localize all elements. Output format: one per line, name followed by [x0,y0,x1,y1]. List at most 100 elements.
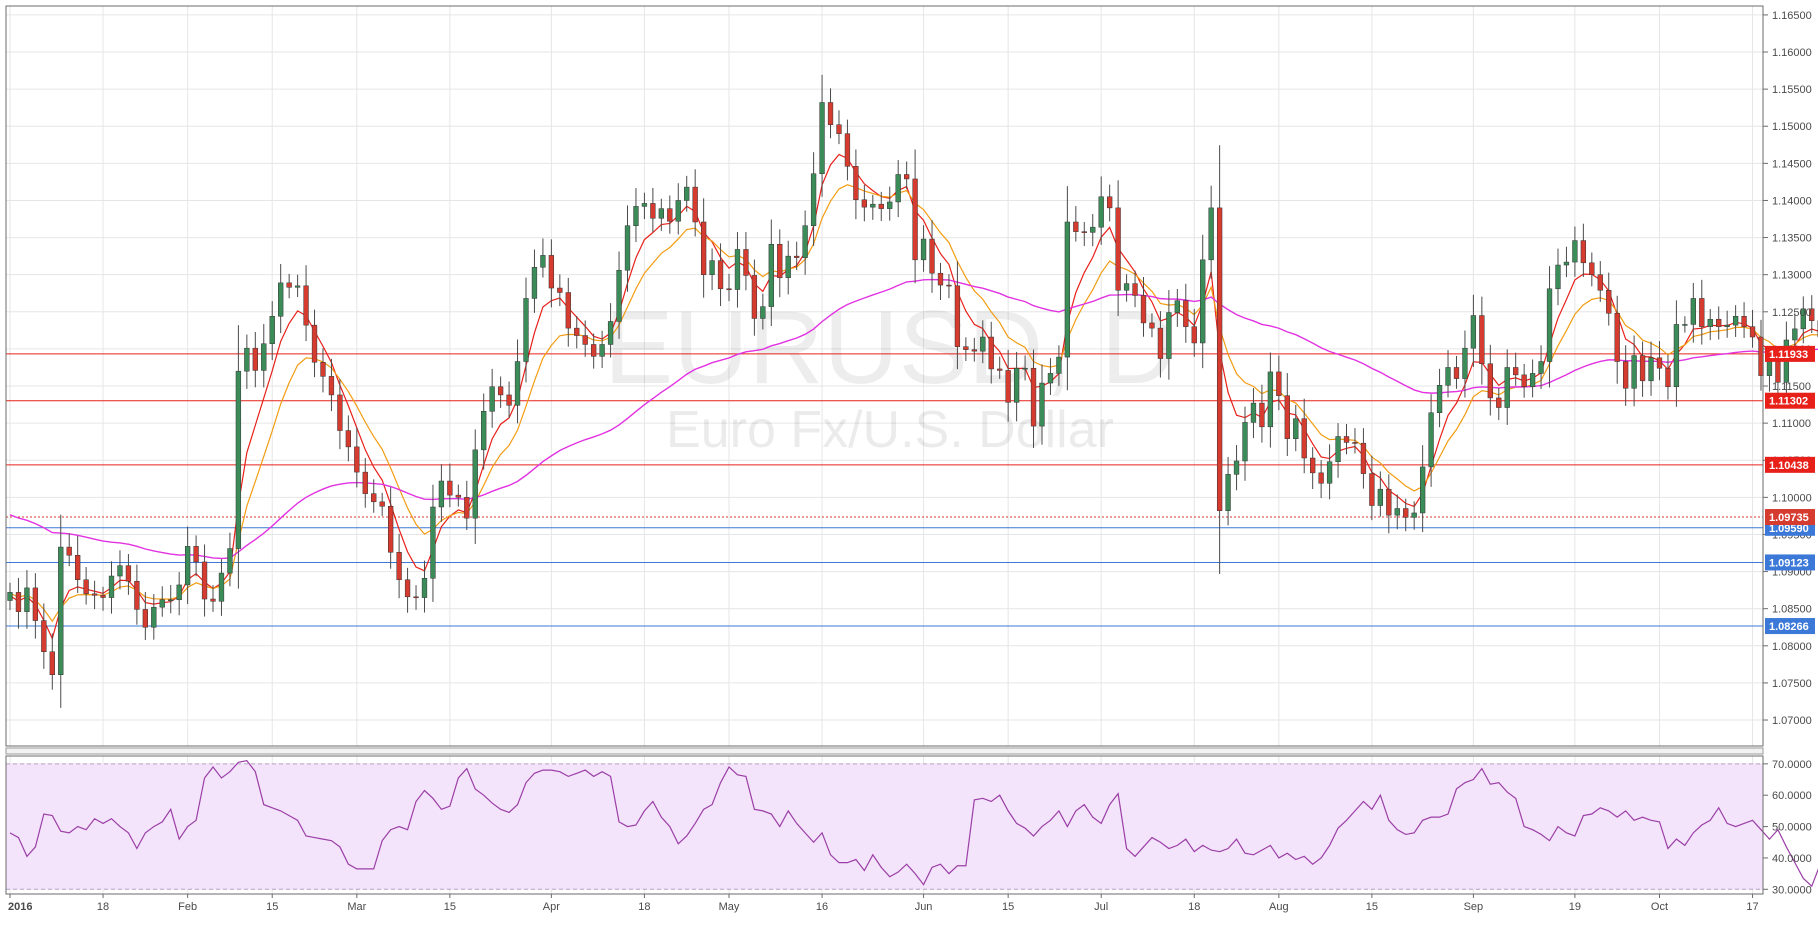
price-tick-label: 1.14000 [1772,195,1812,207]
candle-down [718,261,723,289]
candle-up [600,344,605,356]
candle-up [481,411,486,450]
candle-down [1310,458,1315,473]
candle-up [1767,362,1772,376]
candle-up [659,209,664,219]
candle-down [1403,508,1408,517]
candle-down [1116,208,1121,290]
candle-down [1150,323,1155,328]
candle-down [456,495,461,497]
price-tick-label: 1.08000 [1772,641,1812,653]
candle-up [1539,362,1544,374]
time-tick-label: 18 [1188,901,1200,913]
candle-down [963,347,968,350]
candle-down [1742,316,1747,326]
candle-down [1183,301,1188,327]
time-tick-label: Sep [1464,901,1484,913]
candle-down [1496,398,1501,408]
candle-down [1699,298,1704,326]
rsi-tick-label: 70.0000 [1772,759,1812,771]
candle-down [1623,362,1628,389]
candle-up [803,226,808,258]
price-tick-label: 1.16500 [1772,10,1812,22]
candle-down [1606,290,1611,313]
candle-down [1640,356,1645,381]
candle-up [1090,227,1095,232]
candle-down [913,179,918,260]
price-tick-label: 1.08500 [1772,604,1812,616]
candle-down [126,566,131,582]
candle-down [955,286,960,347]
candle-down [363,472,368,494]
time-tick-label: 15 [266,901,278,913]
candle-up [109,576,114,598]
candle-up [473,450,478,518]
candle-down [1666,368,1671,387]
candle-down [143,609,148,627]
candle-down [693,187,698,222]
candle-up [439,481,444,507]
candle-up [1234,461,1239,474]
candle-up [236,371,241,548]
time-tick-label: Aug [1269,901,1289,913]
candle-down [397,552,402,579]
candle-down [1598,275,1603,291]
candle-up [295,286,300,287]
candle-down [1192,327,1197,343]
candle-up [1243,422,1248,461]
price-tick-label: 1.07500 [1772,678,1812,690]
candle-down [84,580,89,594]
candle-up [1124,284,1129,291]
candle-down [574,328,579,335]
candle-up [1682,324,1687,325]
candle-up [1530,373,1535,386]
candle-down [1285,396,1290,439]
candle-down [405,580,410,597]
candle-down [50,652,55,675]
candle-down [1276,372,1281,396]
candle-down [557,288,562,292]
candle-down [388,506,393,552]
candle-up [270,316,275,343]
candle-up [524,298,529,361]
candle-down [1581,241,1586,263]
candle-up [1251,403,1256,422]
candle-up [1327,462,1332,484]
candle-up [608,321,613,344]
candle-up [1065,222,1070,357]
candle-down [972,350,977,351]
candle-down [304,286,309,325]
candle-up [769,244,774,306]
candle-down [1141,295,1146,322]
price-tick-label: 1.12500 [1772,307,1812,319]
price-tick-label: 1.16000 [1772,47,1812,59]
candle-up [735,249,740,289]
candle-up [1175,301,1180,313]
candle-up [1437,385,1442,412]
time-tick-label: Mar [347,901,366,913]
candle-up [760,307,765,319]
candle-up [490,387,495,411]
candle-down [329,376,334,395]
candle-up [219,573,224,601]
candle-up [25,588,30,612]
candle-down [930,239,935,273]
candle-down [650,203,655,218]
candle-up [1708,319,1713,326]
candle-down [701,222,706,275]
time-tick-label: 16 [816,901,828,913]
candle-down [1217,208,1222,511]
candle-down [566,292,571,328]
candle-up [921,239,926,260]
candle-up [1691,298,1696,324]
candle-down [1353,442,1358,443]
candle-up [642,203,647,206]
candle-down [1082,232,1087,233]
time-tick-label: Oct [1651,901,1668,913]
candle-down [862,200,867,207]
candle-down [938,273,943,285]
price-tick-label: 1.07000 [1772,715,1812,727]
time-tick-label: Jun [915,901,933,913]
time-tick-label: 18 [97,901,109,913]
